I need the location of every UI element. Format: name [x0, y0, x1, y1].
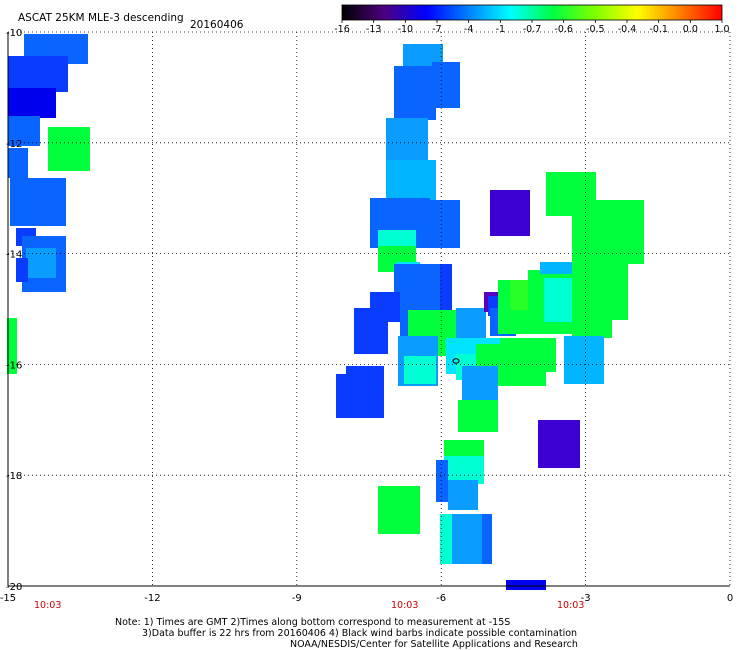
y-tick-label: -20 [6, 582, 22, 593]
swath-cell-1 [8, 56, 68, 92]
y-tick-label: -12 [6, 139, 22, 150]
swath-cell-62 [482, 514, 492, 564]
x-tick-label: -6 [436, 593, 446, 604]
swath-cell-63 [506, 580, 546, 590]
swath-cell-46 [564, 336, 604, 384]
swath-cell-58 [448, 480, 478, 510]
swath-cell-37 [540, 262, 580, 274]
swath-cell-56 [444, 456, 484, 484]
swath-cell-54 [538, 420, 580, 468]
swath-cell-11 [7, 318, 17, 374]
swath-cell-45 [498, 362, 546, 386]
map-date: 20160406 [190, 19, 244, 31]
calm-wind-marker [452, 358, 460, 364]
color-scale-label: -4 [464, 24, 473, 35]
time-label-right: 10:03 [557, 600, 585, 611]
swath-cell-30 [456, 308, 486, 338]
x-tick-label: -12 [144, 593, 160, 604]
color-scale-label: -0.6 [554, 24, 573, 35]
swath-cell-14 [394, 66, 436, 120]
swath-cell-55 [444, 440, 484, 460]
color-scale-label: -0.5 [586, 24, 605, 35]
swath-cell-6 [10, 178, 66, 226]
swath-cell-25 [354, 308, 388, 354]
color-scale-label: -10 [398, 24, 414, 35]
swath-cell-53 [572, 200, 644, 264]
color-scale-label: -1 [496, 24, 505, 35]
swath-cell-13 [432, 62, 460, 108]
wind-barb-marker [452, 358, 460, 364]
swath-cell-47 [462, 366, 498, 402]
swath-cell-3 [8, 116, 40, 146]
axis-tick-labels: -15 -12 -9 -6 -3 0 -10 -12 -14 -16 -18 -20 [0, 28, 733, 604]
swath-cell-23 [440, 264, 452, 312]
color-scale-bar: -16 -13 -10 -7 -4 -1 -0.7 -0.6 -0.5 -0.4 -0.1 0.0 1.… [334, 4, 730, 35]
y-tick-label: -14 [6, 250, 22, 261]
swath-cell-4 [48, 127, 90, 171]
swath-cell-61 [440, 514, 452, 564]
swath-cell-57 [436, 460, 448, 502]
plot-frame [7, 32, 730, 587]
x-tick-label: 0 [727, 593, 733, 604]
swath-cell-10 [16, 258, 28, 282]
color-scale-label: -7 [432, 24, 441, 35]
x-tick-label: -15 [0, 593, 16, 604]
y-tick-label: -10 [6, 28, 22, 39]
color-scale-label: -16 [334, 24, 350, 35]
color-scale-label: -0.1 [649, 24, 668, 35]
time-label-center: 10:03 [391, 600, 419, 611]
note-line-1: Note: 1) Times are GMT 2)Times along bot… [115, 617, 511, 628]
y-tick-label: -18 [6, 471, 22, 482]
color-scale-label: -0.7 [523, 24, 542, 35]
swath-cell-9 [26, 248, 56, 278]
x-tick-label: -3 [581, 593, 591, 604]
y-tick-label: -16 [6, 360, 22, 371]
swath-cells [7, 34, 644, 590]
swath-cell-40 [588, 260, 628, 320]
color-scale-label: -13 [366, 24, 382, 35]
swath-cell-18 [418, 200, 460, 248]
swath-cell-2 [8, 88, 56, 118]
note-line-3: NOAA/NESDIS/Center for Satellite Applica… [290, 639, 578, 650]
note-line-2: 3)Data buffer is 22 hrs from 20160406 4)… [142, 628, 578, 639]
color-scale-label: -0.4 [618, 24, 637, 35]
swath-cell-15 [386, 118, 428, 164]
color-scale-gradient [341, 4, 723, 21]
swath-cell-59 [378, 486, 420, 534]
map-title: ASCAT 25KM MLE-3 descending [18, 12, 184, 24]
x-tick-label: -9 [292, 593, 302, 604]
swath-cell-5 [8, 148, 28, 178]
swath-cell-48 [458, 400, 498, 432]
color-scale-label: 1.0 [714, 24, 729, 35]
swath-cell-50 [336, 374, 384, 418]
swath-cell-29 [404, 356, 436, 384]
color-scale-label: 0.0 [683, 24, 698, 35]
time-label-left: 10:03 [34, 600, 62, 611]
swath-cell-51 [490, 190, 530, 236]
swath-cell-16 [386, 160, 436, 204]
